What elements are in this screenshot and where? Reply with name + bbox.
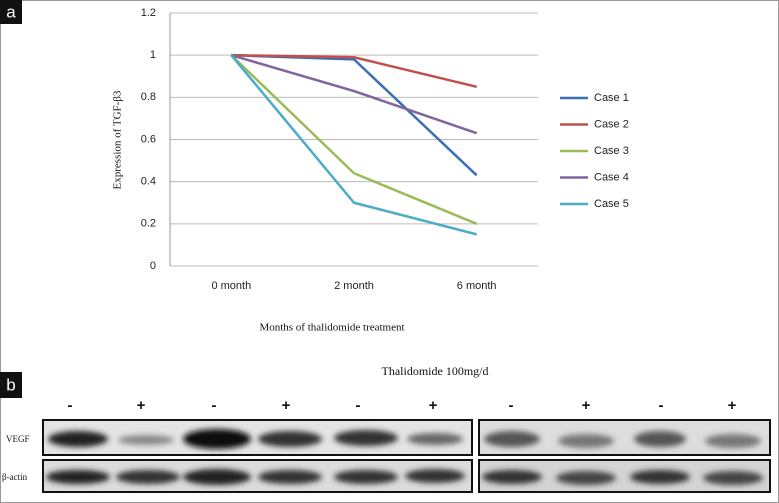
legend-label: Case 2 (594, 118, 629, 130)
line (231, 53, 477, 89)
legend-label: Case 4 (594, 171, 629, 183)
line (230, 54, 478, 225)
treatment-sign: - (356, 397, 361, 414)
treatment-sign: - (212, 397, 217, 414)
row-label: β-actin (2, 472, 28, 482)
treatment-sign: + (137, 397, 146, 414)
y-tick-label: 0 (150, 260, 156, 272)
panel-label-box (0, 372, 22, 398)
legend-label: Case 5 (594, 198, 629, 210)
y-tick-label: 0.6 (141, 133, 156, 145)
x-axis-title: Months of thalidomide treatment (259, 322, 404, 334)
legend-label: Case 3 (594, 145, 629, 157)
line (230, 53, 478, 135)
bands (482, 431, 763, 485)
treatment-sign: + (282, 397, 291, 414)
x-tick-label: 0 month (211, 280, 251, 292)
treatment-label: Thalidomide 100mg/d (382, 364, 489, 378)
panel-label: b (6, 375, 15, 394)
bands (46, 429, 465, 485)
treatment-sign: - (68, 397, 73, 414)
x-tick-label: 2 month (334, 280, 374, 292)
y-tick-label: 0.4 (141, 176, 156, 188)
treatment-sign: + (728, 397, 737, 414)
y-tick-label: 1.2 (141, 7, 156, 19)
panel-label: a (6, 2, 16, 21)
blot-box (42, 459, 473, 493)
row-label: VEGF (6, 434, 30, 444)
blot-right (478, 419, 771, 493)
legend-label: Case 1 (594, 92, 629, 104)
treatment-sign: + (429, 397, 438, 414)
treatment-sign: - (659, 397, 664, 414)
y-tick-label: 0.8 (141, 91, 156, 103)
blot-box (42, 419, 473, 456)
y-axis-title: Expression of TGF-β3 (112, 90, 124, 189)
x-tick-label: 6 month (457, 280, 497, 292)
y-tick-label: 1 (150, 49, 156, 61)
blot-left (42, 419, 473, 493)
panel-label-box (0, 0, 22, 24)
line (230, 54, 477, 236)
treatment-sign: - (509, 397, 514, 414)
treatment-sign: + (582, 397, 591, 414)
y-tick-label: 0.2 (141, 218, 156, 230)
